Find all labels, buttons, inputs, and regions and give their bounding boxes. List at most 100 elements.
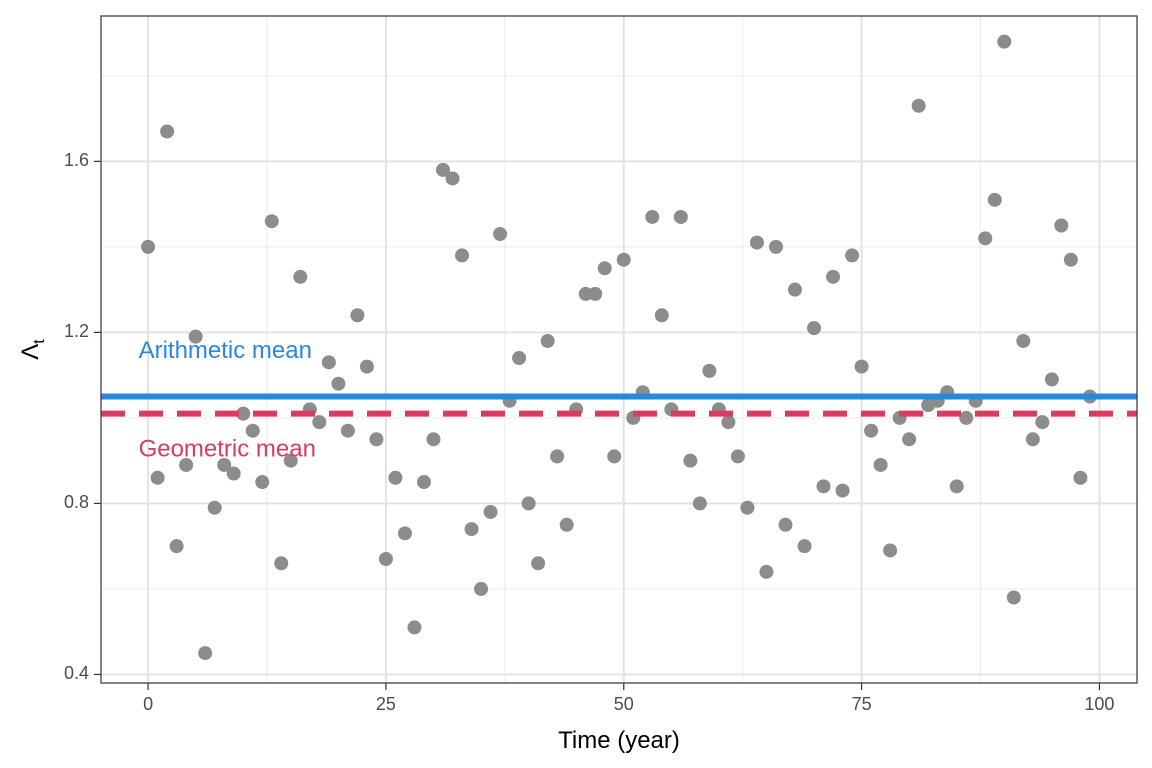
data-point (1063, 252, 1078, 267)
minor-gridlines (101, 16, 1137, 683)
data-point (854, 359, 869, 374)
data-point (198, 646, 213, 661)
data-point (1035, 415, 1050, 430)
data-point (721, 415, 736, 430)
data-point (445, 171, 460, 186)
data-point (1016, 333, 1031, 348)
data-point (683, 453, 698, 468)
data-point (245, 423, 260, 438)
data-point (949, 479, 964, 494)
reference-lines (101, 393, 1137, 417)
data-point (902, 432, 917, 447)
data-point (455, 248, 470, 263)
y-tick-label: 1.6 (64, 150, 89, 170)
data-point (378, 552, 393, 567)
data-point (978, 231, 993, 246)
data-point (226, 466, 241, 481)
data-point (883, 543, 898, 558)
data-point (816, 479, 831, 494)
x-axis: 0 25 50 75 100 (143, 683, 1114, 714)
data-point (141, 239, 156, 254)
geometric-mean-label: Geometric mean (139, 435, 316, 462)
data-point (331, 376, 346, 391)
data-point (692, 496, 707, 511)
data-point (359, 359, 374, 374)
x-tick-label: 50 (614, 694, 634, 714)
major-gridlines (101, 16, 1137, 683)
data-point (436, 162, 451, 177)
panel-border (100, 15, 1138, 684)
data-point (597, 261, 612, 276)
data-point (702, 363, 717, 378)
x-tick-label: 75 (852, 694, 872, 714)
data-point (645, 209, 660, 224)
data-point (293, 269, 308, 284)
data-point (873, 457, 888, 472)
data-point (283, 453, 298, 468)
data-point (474, 581, 489, 596)
y-tick-label: 0.4 (64, 663, 89, 683)
data-point (464, 522, 479, 537)
data-point (160, 124, 175, 139)
data-point (150, 470, 165, 485)
y-tick-label: 1.2 (64, 321, 89, 341)
data-points (141, 34, 1097, 661)
data-point (588, 286, 603, 301)
annotations: Arithmetic mean Geometric mean (139, 337, 316, 462)
data-point (550, 449, 565, 464)
data-point (493, 227, 508, 242)
data-point (388, 470, 403, 485)
data-point (483, 504, 498, 519)
data-point (911, 98, 926, 113)
x-tick-label: 25 (376, 694, 396, 714)
data-point (845, 248, 860, 263)
y-axis-title-subscript: t (31, 339, 48, 344)
data-point (416, 475, 431, 490)
y-tick-label: 0.8 (64, 492, 89, 512)
data-point (759, 564, 774, 579)
data-point (531, 556, 546, 571)
data-point (407, 620, 422, 635)
data-point (673, 209, 688, 224)
data-point (730, 449, 745, 464)
data-point (778, 517, 793, 532)
data-point (807, 321, 822, 336)
data-point (1006, 590, 1021, 605)
data-point (1054, 218, 1069, 233)
data-point (207, 500, 222, 515)
data-point (340, 423, 355, 438)
data-point (826, 269, 841, 284)
data-point (312, 415, 327, 430)
x-axis-title: Time (year) (558, 727, 680, 754)
data-point (768, 239, 783, 254)
data-point (255, 475, 270, 490)
arithmetic-mean-label: Arithmetic mean (139, 337, 312, 364)
data-point (607, 449, 622, 464)
data-point (512, 351, 527, 366)
data-point (540, 333, 555, 348)
data-point (987, 192, 1002, 207)
data-point (236, 406, 251, 421)
y-axis-title-main: Λ (17, 344, 44, 360)
x-tick-label: 100 (1084, 694, 1114, 714)
data-point (217, 457, 232, 472)
data-point (369, 432, 384, 447)
data-point (188, 329, 203, 344)
data-point (835, 483, 850, 498)
data-point (179, 457, 194, 472)
y-axis: 0.4 0.8 1.2 1.6 (64, 150, 101, 683)
data-point (616, 252, 631, 267)
x-tick-label: 0 (143, 694, 153, 714)
data-point (1073, 470, 1088, 485)
data-point (1025, 432, 1040, 447)
data-point (959, 410, 974, 425)
data-point (274, 556, 289, 571)
data-point (350, 308, 365, 323)
data-point (426, 432, 441, 447)
data-point (264, 214, 279, 229)
data-point (654, 308, 669, 323)
data-point (740, 500, 755, 515)
data-point (997, 34, 1012, 49)
data-point (559, 517, 574, 532)
